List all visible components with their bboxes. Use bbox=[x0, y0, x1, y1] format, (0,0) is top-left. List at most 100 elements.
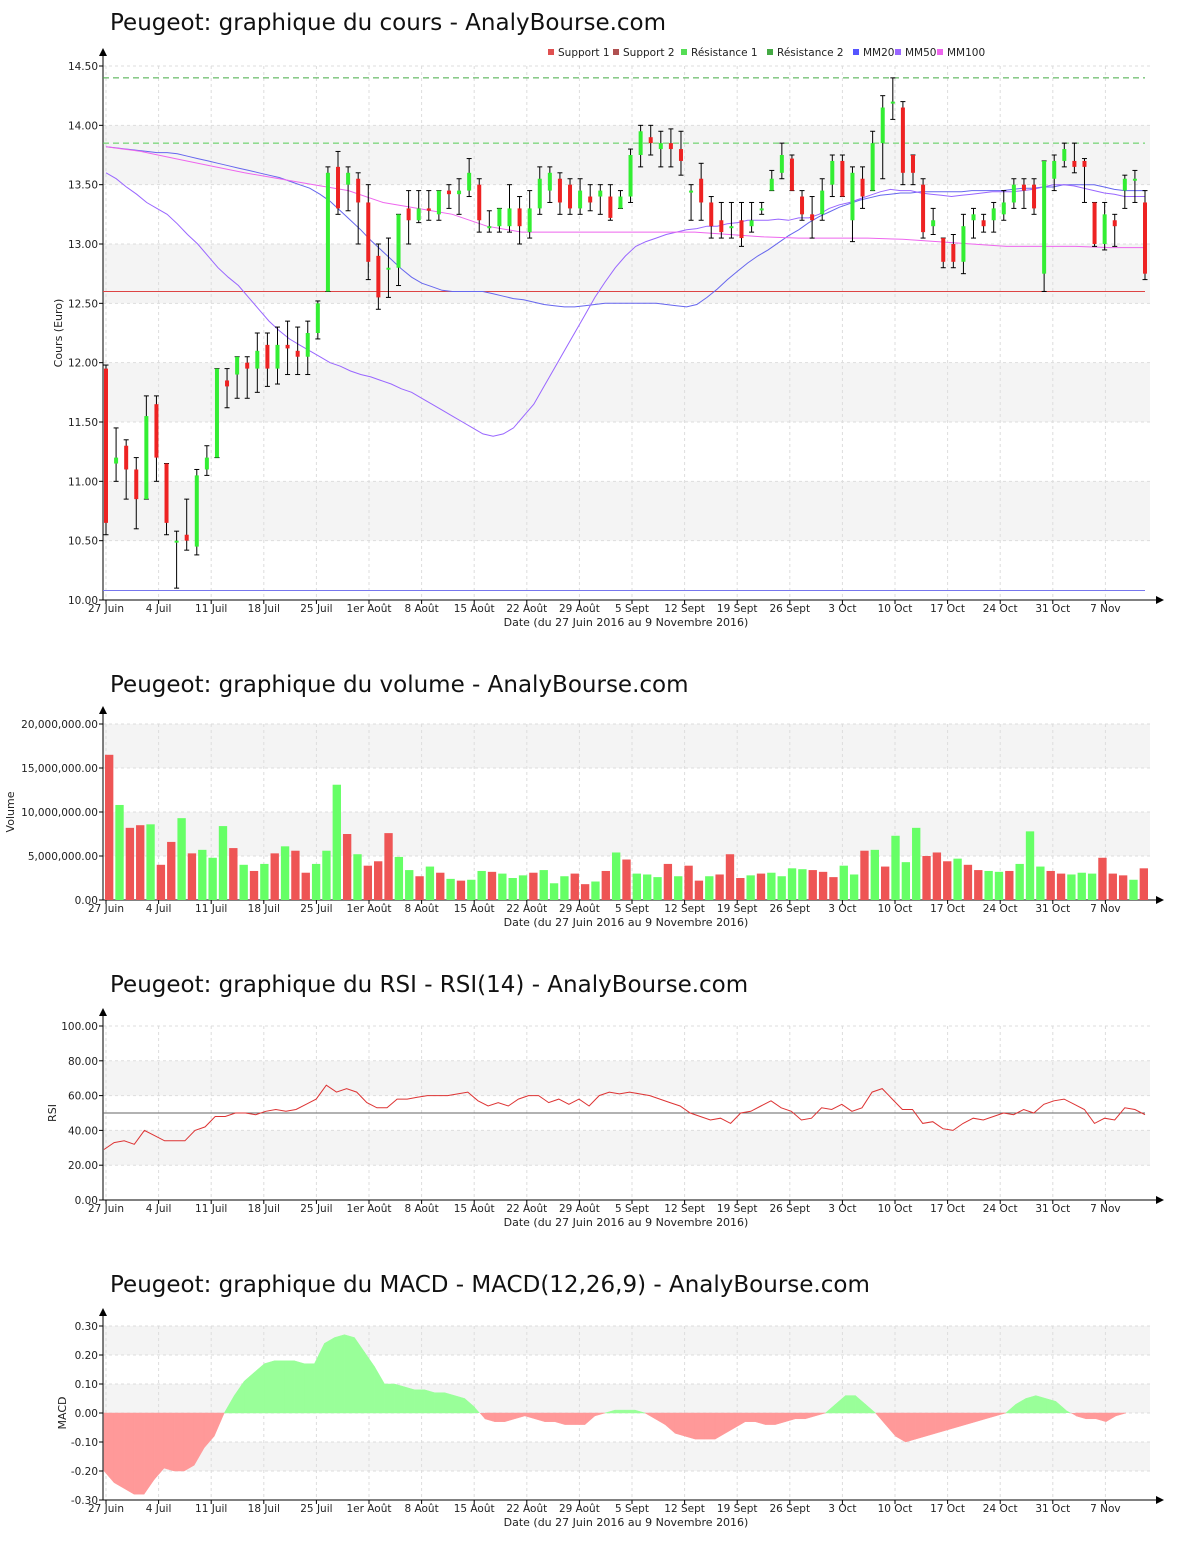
candle-body bbox=[1122, 178, 1127, 191]
macd-area-negative bbox=[113, 1412, 125, 1489]
macd-area-positive bbox=[374, 1365, 385, 1414]
candle-up bbox=[527, 190, 533, 239]
candle-body bbox=[769, 178, 774, 191]
volume-bar bbox=[1056, 873, 1066, 900]
candle-up bbox=[819, 178, 825, 221]
candle-down bbox=[244, 356, 250, 399]
macd-area-positive bbox=[274, 1360, 285, 1414]
grid-band bbox=[103, 1060, 1150, 1096]
candle-up bbox=[759, 201, 765, 215]
x-tick-label: 12 Sept bbox=[664, 903, 705, 915]
x-tick-label: 8 Août bbox=[404, 903, 438, 915]
candle-up bbox=[577, 178, 583, 215]
x-tick-label: 4 Juil bbox=[146, 1203, 172, 1215]
candle-up bbox=[658, 130, 664, 168]
candle-down bbox=[860, 166, 866, 209]
volume-bar bbox=[394, 856, 404, 900]
candle-body bbox=[1052, 160, 1057, 179]
candle-body bbox=[779, 155, 784, 173]
volume-bar bbox=[570, 873, 579, 900]
macd-area-negative bbox=[724, 1412, 736, 1434]
candle-body bbox=[285, 344, 290, 349]
x-tick-label: 11 Juil bbox=[195, 1203, 227, 1215]
volume-bar bbox=[342, 834, 352, 900]
candle-up bbox=[416, 190, 422, 224]
candle-down bbox=[587, 184, 593, 212]
candle-body bbox=[305, 333, 310, 357]
y-tick-label: 0.20 bbox=[75, 1350, 98, 1362]
macd-area-negative bbox=[874, 1412, 886, 1426]
candle-up bbox=[1041, 160, 1047, 292]
candle-down bbox=[981, 213, 987, 233]
y-axis-arrow bbox=[99, 48, 107, 56]
x-tick-label: 5 Sept bbox=[615, 903, 649, 915]
candle-up bbox=[890, 77, 896, 120]
grid-band bbox=[103, 1326, 1150, 1355]
x-tick-label: 31 Oct bbox=[1035, 1203, 1070, 1215]
candle-down bbox=[355, 172, 361, 245]
volume-bar bbox=[1025, 831, 1035, 900]
volume-bar bbox=[363, 865, 373, 900]
candle-body bbox=[719, 220, 724, 233]
candle-up bbox=[254, 332, 260, 393]
mm50-line bbox=[105, 172, 1145, 437]
macd-area-positive bbox=[434, 1392, 445, 1414]
volume-bar bbox=[901, 862, 911, 900]
candle-up bbox=[688, 184, 694, 221]
volume-bar bbox=[177, 818, 186, 900]
macd-area-negative bbox=[183, 1412, 195, 1472]
y-tick-label: 0.00 bbox=[75, 1408, 98, 1420]
macd-area-positive bbox=[624, 1409, 636, 1414]
candle-body bbox=[850, 172, 855, 221]
macd-area-positive bbox=[1035, 1395, 1047, 1414]
candle-down bbox=[607, 184, 613, 221]
candle-up bbox=[113, 427, 119, 482]
volume-bar bbox=[125, 827, 135, 900]
candle-body bbox=[265, 344, 270, 369]
candle-up bbox=[305, 320, 311, 376]
mm20-line bbox=[105, 146, 1145, 308]
macd-area-negative bbox=[795, 1412, 806, 1420]
y-tick-label: 12.00 bbox=[68, 358, 98, 370]
x-tick-label: 26 Sept bbox=[769, 1203, 810, 1215]
legend: Support 1 Support 2 Résistance 1 Résistance… bbox=[548, 47, 985, 59]
candle-body bbox=[900, 107, 905, 173]
y-tick-label: 20.00 bbox=[68, 1160, 98, 1172]
volume-bar bbox=[632, 873, 642, 900]
candle-body bbox=[497, 208, 502, 227]
macd-area-negative bbox=[1095, 1412, 1107, 1423]
macd-area-positive bbox=[344, 1334, 355, 1414]
macd-chart: 27 Juin 4 Juil 11 Juil 18 Juil 25 Juil 1er Ao… bbox=[56, 1308, 1164, 1529]
y-axis-label: Cours (Euro) bbox=[52, 299, 65, 368]
volume-bar bbox=[1108, 873, 1117, 900]
candle-body bbox=[598, 190, 603, 197]
volume-bar bbox=[249, 870, 259, 900]
x-tick-label: 18 Juil bbox=[248, 1503, 280, 1515]
x-axis-label: Date (du 27 Juin 2016 au 9 Novembre 2016… bbox=[504, 1516, 749, 1529]
legend-label: Résistance 1 bbox=[691, 47, 758, 59]
x-tick-label: 27 Juin bbox=[88, 1203, 124, 1215]
candle-down bbox=[406, 190, 412, 245]
macd-area-positive bbox=[1025, 1395, 1037, 1414]
macd-area-positive bbox=[444, 1392, 455, 1414]
candle-body bbox=[961, 226, 966, 262]
x-tick-label: 24 Oct bbox=[983, 1503, 1018, 1515]
candle-body bbox=[1132, 178, 1137, 181]
candle-down bbox=[335, 150, 341, 215]
volume-bar bbox=[529, 872, 538, 900]
x-tick-label: 27 Juin bbox=[88, 603, 124, 615]
candle-down bbox=[739, 201, 745, 247]
candle-body bbox=[739, 220, 744, 239]
legend-label: Support 2 bbox=[623, 47, 675, 59]
legend-label: MM50 bbox=[905, 47, 936, 59]
x-tick-label: 17 Oct bbox=[930, 1203, 965, 1215]
volume-bar bbox=[446, 878, 455, 900]
mm100-line bbox=[105, 146, 1145, 249]
candle-down bbox=[1031, 178, 1037, 215]
x-tick-label: 12 Sept bbox=[664, 1503, 705, 1515]
candle-down bbox=[285, 320, 291, 376]
x-tick-label: 7 Nov bbox=[1090, 903, 1121, 915]
volume-bar bbox=[301, 872, 310, 900]
candle-body bbox=[144, 416, 149, 500]
candle-body bbox=[921, 184, 926, 233]
